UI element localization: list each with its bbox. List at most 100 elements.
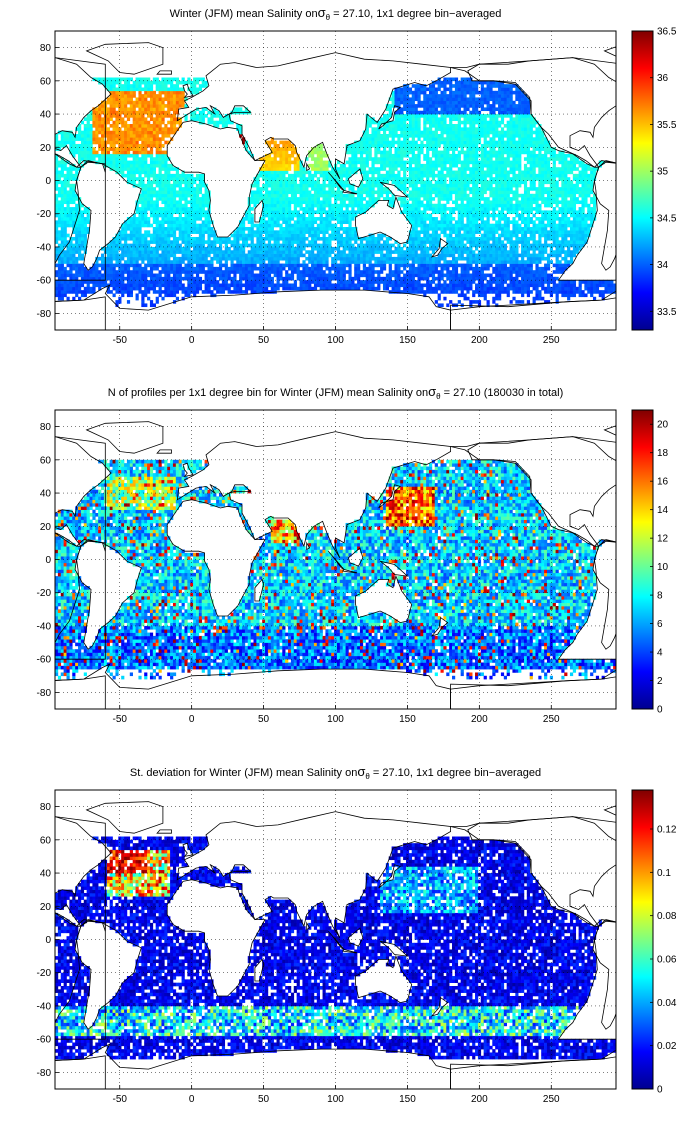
heatmap-cell — [481, 187, 484, 191]
heatmap-cell — [475, 260, 478, 264]
heatmap-cell — [308, 220, 311, 224]
heatmap-cell — [308, 194, 311, 198]
heatmap-cell — [61, 257, 64, 261]
heatmap-cell — [435, 270, 438, 274]
heatmap-cell — [121, 270, 124, 274]
heatmap-cell — [593, 200, 596, 204]
heatmap-cell — [602, 283, 605, 287]
heatmap-cell — [472, 214, 475, 218]
heatmap-cell — [173, 181, 176, 185]
heatmap-cell — [472, 207, 475, 211]
heatmap-cell — [161, 214, 164, 218]
heatmap-cell — [282, 227, 285, 231]
heatmap-cell — [530, 234, 533, 238]
heatmap-cell — [179, 181, 182, 185]
heatmap-cell — [127, 227, 130, 231]
heatmap-cell — [184, 264, 187, 268]
heatmap-cell — [81, 217, 84, 221]
heatmap-cell — [144, 214, 147, 218]
heatmap-cell — [291, 194, 294, 198]
heatmap-cell — [317, 224, 320, 228]
heatmap-cell — [389, 250, 392, 254]
heatmap-cell — [302, 267, 305, 271]
heatmap-cell — [179, 283, 182, 287]
heatmap-cell — [300, 234, 303, 238]
heatmap-cell — [461, 184, 464, 188]
heatmap-cell — [251, 283, 254, 287]
heatmap-cell — [173, 224, 176, 228]
heatmap-cell — [75, 240, 78, 244]
heatmap-cell — [98, 264, 101, 268]
heatmap-cell — [346, 230, 349, 234]
heatmap-cell — [377, 187, 380, 191]
heatmap-cell — [587, 184, 590, 188]
heatmap-cell — [556, 254, 559, 258]
heatmap-cell — [84, 280, 87, 284]
heatmap-cell — [325, 264, 328, 268]
heatmap-cell — [314, 257, 317, 261]
heatmap-cell — [409, 250, 412, 254]
heatmap-cell — [58, 190, 61, 194]
heatmap-cell — [426, 200, 429, 204]
heatmap-cell — [380, 277, 383, 281]
heatmap-cell — [153, 287, 156, 291]
heatmap-cell — [469, 287, 472, 291]
heatmap-cell — [219, 287, 222, 291]
heatmap-cell — [498, 264, 501, 268]
heatmap-cell — [343, 184, 346, 188]
heatmap-cell — [193, 207, 196, 211]
heatmap-cell — [245, 280, 248, 284]
heatmap-cell — [159, 214, 162, 218]
heatmap-cell — [449, 280, 452, 284]
heatmap-cell — [67, 204, 70, 208]
heatmap-cell — [544, 270, 547, 274]
heatmap-cell — [512, 290, 515, 294]
heatmap-cell — [564, 287, 567, 291]
heatmap-cell — [92, 280, 95, 284]
heatmap-cell — [515, 181, 518, 185]
heatmap-cell — [423, 197, 426, 201]
heatmap-cell — [584, 230, 587, 234]
heatmap-cell — [282, 247, 285, 251]
heatmap-cell — [187, 230, 190, 234]
heatmap-cell — [138, 200, 141, 204]
heatmap-cell — [449, 197, 452, 201]
heatmap-cell — [371, 247, 374, 251]
heatmap-cell — [374, 260, 377, 264]
heatmap-cell — [397, 244, 400, 248]
heatmap-cell — [584, 220, 587, 224]
heatmap-cell — [107, 264, 110, 268]
heatmap-cell — [464, 234, 467, 238]
heatmap-cell — [576, 234, 579, 238]
heatmap-cell — [133, 217, 136, 221]
heatmap-cell — [397, 280, 400, 284]
heatmap-cell — [138, 244, 141, 248]
heatmap-cell — [507, 290, 510, 294]
heatmap-cell — [579, 207, 582, 211]
heatmap-cell — [449, 187, 452, 191]
heatmap-cell — [199, 267, 202, 271]
heatmap-cell — [475, 220, 478, 224]
heatmap-cell — [558, 194, 561, 198]
heatmap-cell — [176, 204, 179, 208]
heatmap-cell — [343, 270, 346, 274]
heatmap-cell — [466, 254, 469, 258]
heatmap-cell — [561, 240, 564, 244]
heatmap-cell — [518, 184, 521, 188]
heatmap-cell — [544, 227, 547, 231]
heatmap-cell — [61, 293, 64, 297]
heatmap-cell — [504, 270, 507, 274]
heatmap-cell — [314, 227, 317, 231]
heatmap-cell — [279, 257, 282, 261]
heatmap-cell — [328, 184, 331, 188]
heatmap-cell — [524, 184, 527, 188]
heatmap-cell — [515, 194, 518, 198]
heatmap-cell — [144, 244, 147, 248]
heatmap-cell — [279, 234, 282, 238]
heatmap-cell — [530, 290, 533, 294]
heatmap-cell — [141, 300, 144, 304]
heatmap-cell — [265, 270, 268, 274]
heatmap-cell — [487, 240, 490, 244]
heatmap-cell — [461, 247, 464, 251]
heatmap-cell — [193, 224, 196, 228]
